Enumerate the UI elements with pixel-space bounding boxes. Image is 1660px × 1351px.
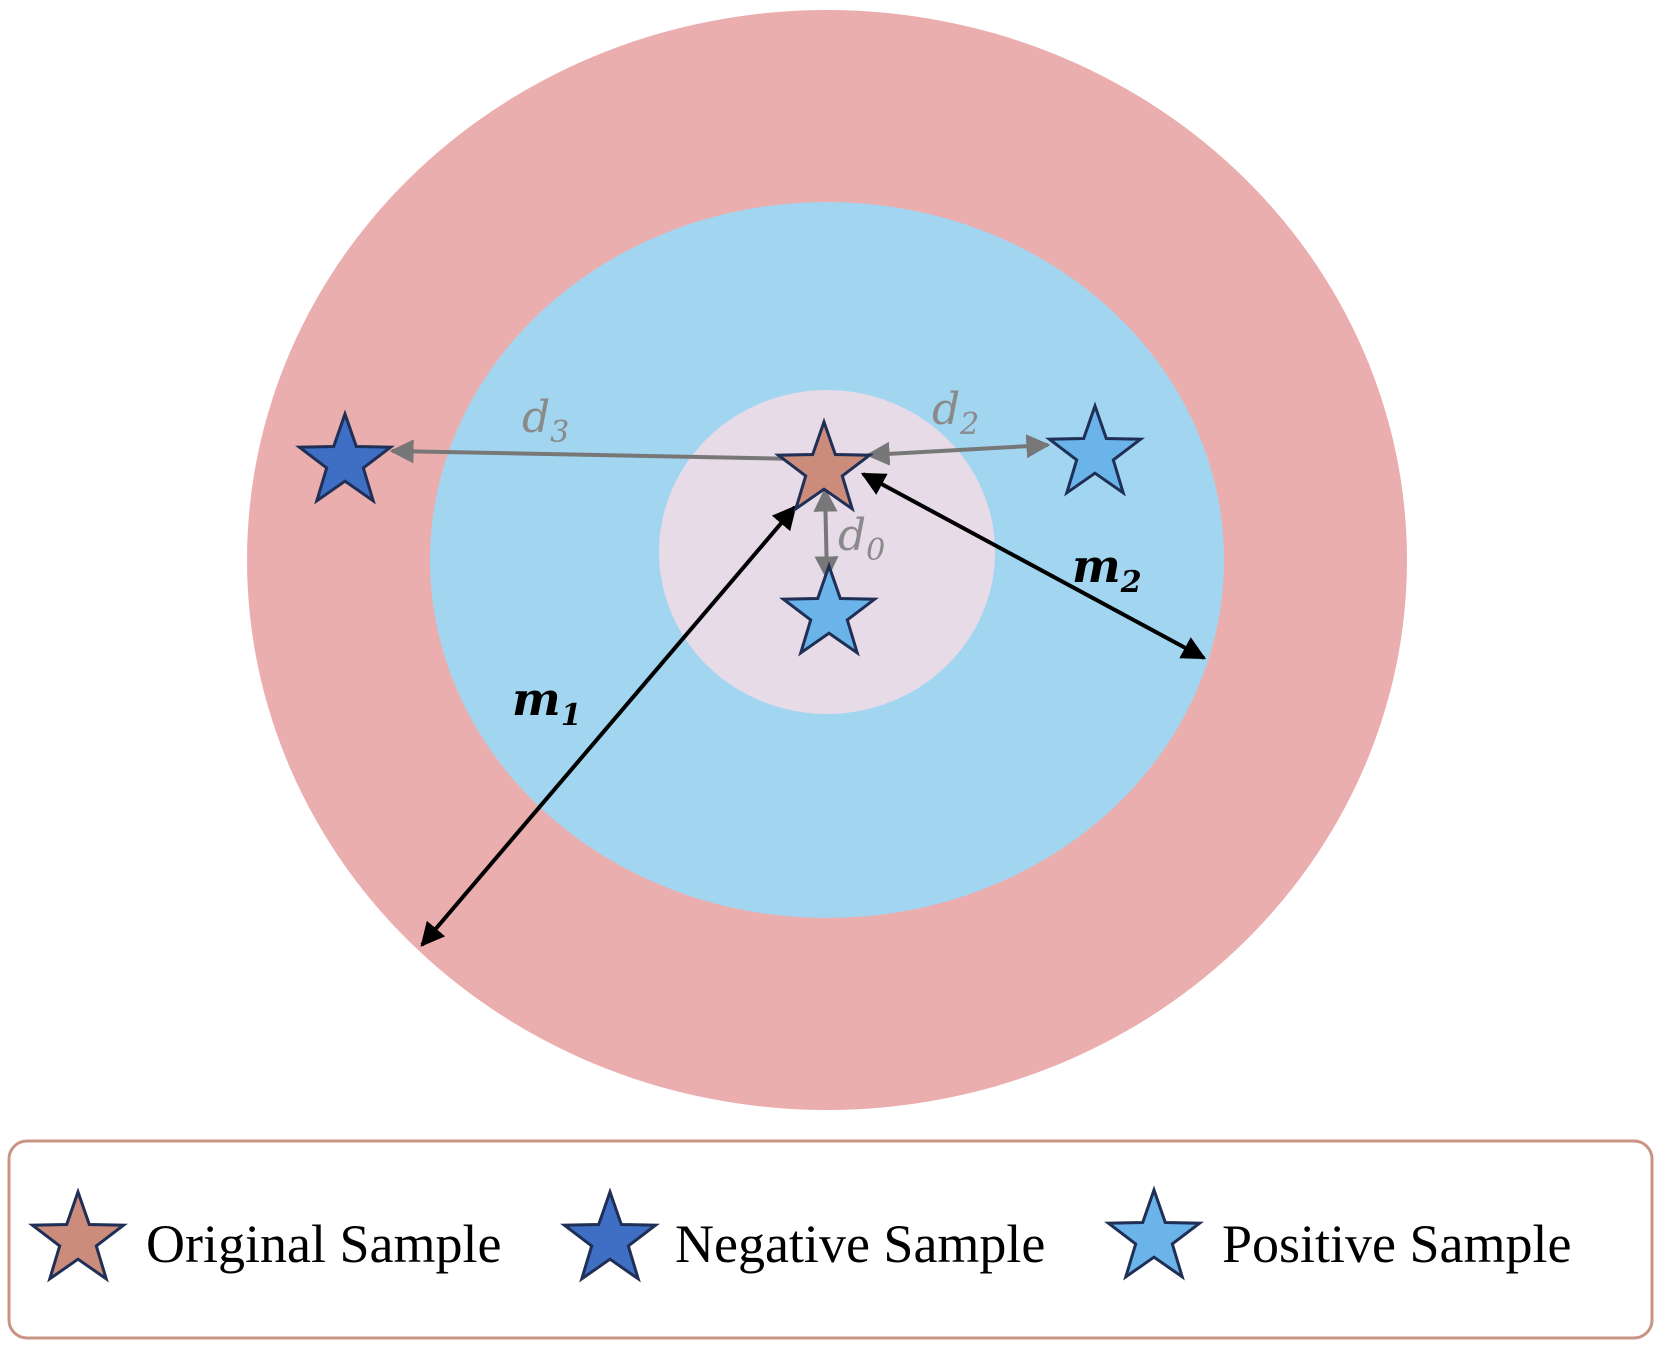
d2-label: d2 — [932, 384, 979, 442]
legend: Original Sample Negative Sample Positive… — [7, 1139, 1654, 1340]
d0-arrow — [813, 487, 839, 581]
legend-label-positive: Positive Sample — [1222, 1214, 1572, 1274]
m1-arrow — [420, 505, 797, 947]
d0-label: d0 — [838, 510, 885, 568]
m2-label: m2 — [1072, 539, 1142, 600]
legend-label-original: Original Sample — [146, 1214, 501, 1274]
d2-arrow — [865, 434, 1051, 466]
legend-label-negative: Negative Sample — [675, 1214, 1045, 1274]
legend-box — [7, 1139, 1654, 1340]
m2-arrow — [860, 472, 1207, 660]
d3-label: d3 — [522, 392, 569, 450]
m1-label: m1 — [512, 672, 582, 733]
d3-arrow — [389, 439, 801, 464]
